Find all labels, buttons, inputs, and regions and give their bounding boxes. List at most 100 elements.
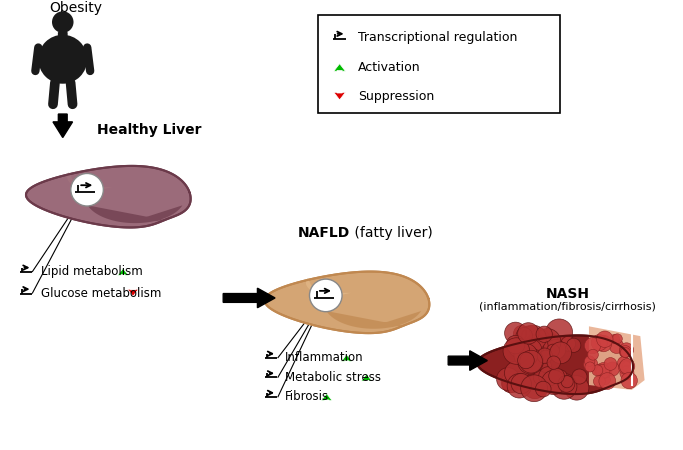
Circle shape (512, 372, 525, 385)
Circle shape (583, 357, 598, 372)
FancyArrow shape (334, 63, 346, 71)
Circle shape (505, 322, 527, 344)
Circle shape (546, 339, 566, 360)
FancyArrow shape (117, 268, 128, 275)
Circle shape (523, 338, 544, 358)
Circle shape (509, 340, 527, 357)
Circle shape (594, 375, 605, 387)
Circle shape (620, 347, 630, 357)
Circle shape (619, 361, 632, 374)
Polygon shape (265, 271, 430, 333)
Text: Inflammation: Inflammation (285, 351, 363, 364)
Circle shape (544, 333, 559, 347)
Circle shape (523, 375, 546, 399)
Text: NASH: NASH (546, 287, 589, 301)
FancyArrow shape (223, 288, 275, 308)
Circle shape (621, 372, 637, 389)
Circle shape (71, 173, 103, 206)
Circle shape (539, 367, 558, 386)
Circle shape (520, 375, 548, 402)
Circle shape (52, 11, 74, 33)
FancyArrow shape (334, 92, 346, 100)
Circle shape (619, 347, 630, 358)
Circle shape (502, 377, 518, 392)
Circle shape (514, 325, 531, 342)
Text: Glucose metabolism: Glucose metabolism (41, 287, 162, 300)
FancyArrow shape (321, 394, 332, 400)
Text: Obesity: Obesity (49, 1, 102, 15)
Circle shape (554, 370, 568, 383)
Circle shape (596, 364, 610, 378)
Circle shape (550, 342, 572, 364)
Circle shape (600, 375, 611, 385)
Circle shape (551, 374, 577, 399)
Circle shape (622, 361, 633, 372)
Circle shape (537, 348, 553, 364)
Circle shape (572, 369, 587, 384)
Circle shape (511, 339, 531, 359)
Circle shape (617, 356, 630, 369)
Circle shape (542, 370, 566, 395)
Polygon shape (477, 335, 633, 394)
Polygon shape (87, 205, 182, 223)
Text: (fatty liver): (fatty liver) (350, 226, 433, 240)
Circle shape (558, 375, 575, 392)
FancyArrow shape (53, 114, 72, 138)
Circle shape (544, 374, 563, 393)
Circle shape (533, 370, 548, 385)
Circle shape (548, 368, 564, 384)
Polygon shape (26, 166, 191, 227)
Circle shape (518, 326, 541, 348)
Circle shape (613, 334, 622, 344)
Circle shape (518, 352, 534, 369)
Text: Suppression: Suppression (358, 90, 434, 103)
Text: Fibrosis: Fibrosis (285, 390, 329, 403)
Circle shape (518, 348, 544, 374)
Polygon shape (306, 278, 351, 297)
Circle shape (619, 343, 634, 357)
Circle shape (503, 338, 529, 364)
Circle shape (609, 339, 624, 353)
Circle shape (497, 368, 520, 391)
Circle shape (530, 328, 549, 348)
Polygon shape (589, 326, 645, 390)
FancyArrow shape (342, 355, 352, 361)
Circle shape (507, 374, 531, 398)
Text: Activation: Activation (358, 61, 421, 74)
Circle shape (544, 378, 558, 392)
Circle shape (604, 358, 617, 370)
Circle shape (596, 335, 612, 352)
Circle shape (520, 350, 542, 373)
Circle shape (561, 376, 573, 388)
Text: Lipid metabolism: Lipid metabolism (41, 265, 143, 278)
Circle shape (529, 338, 550, 359)
Circle shape (547, 356, 561, 369)
Circle shape (546, 319, 572, 346)
Circle shape (585, 338, 600, 354)
Circle shape (518, 323, 539, 344)
Circle shape (518, 339, 542, 362)
Circle shape (524, 335, 548, 360)
Circle shape (594, 364, 604, 375)
Circle shape (610, 334, 619, 344)
FancyArrow shape (448, 351, 488, 370)
Circle shape (545, 335, 558, 348)
Text: Metabolic stress: Metabolic stress (285, 371, 381, 384)
Circle shape (567, 338, 581, 352)
Circle shape (514, 343, 538, 367)
Circle shape (587, 349, 598, 360)
Circle shape (511, 374, 531, 394)
Circle shape (309, 279, 342, 312)
Text: Healthy Liver: Healthy Liver (96, 122, 201, 137)
Circle shape (596, 331, 613, 347)
Circle shape (535, 381, 551, 397)
Circle shape (540, 350, 552, 363)
Circle shape (505, 361, 528, 385)
Circle shape (516, 328, 533, 344)
Circle shape (534, 328, 561, 356)
Circle shape (536, 326, 553, 342)
Circle shape (506, 335, 525, 354)
FancyBboxPatch shape (58, 32, 68, 42)
Circle shape (521, 325, 546, 351)
Circle shape (564, 376, 589, 400)
